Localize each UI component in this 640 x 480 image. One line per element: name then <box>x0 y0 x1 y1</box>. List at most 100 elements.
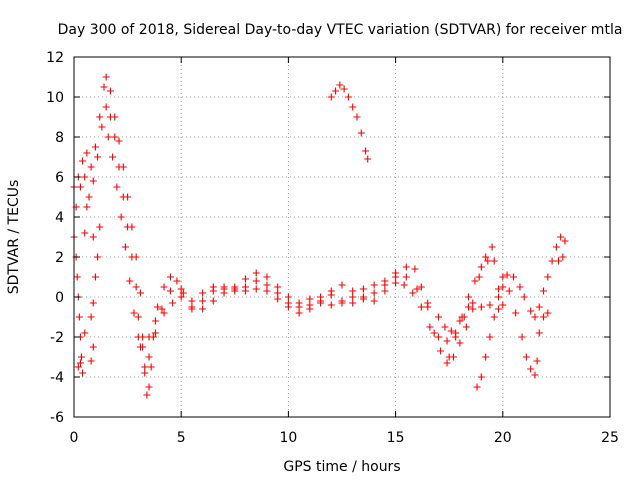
data-point <box>199 289 207 297</box>
data-point <box>177 293 185 301</box>
data-point <box>409 289 417 297</box>
series-track-1 <box>70 73 496 399</box>
data-point <box>94 153 102 161</box>
data-point <box>488 243 496 251</box>
data-point <box>411 265 419 273</box>
data-point <box>109 153 117 161</box>
data-point <box>477 373 485 381</box>
data-point <box>402 263 410 271</box>
series-track-2 <box>72 103 507 371</box>
data-point <box>242 287 250 295</box>
data-point <box>518 333 526 341</box>
data-point <box>548 257 556 265</box>
series-track-3 <box>104 133 472 351</box>
data-point <box>443 359 451 367</box>
data-point <box>349 293 357 301</box>
data-point <box>482 353 490 361</box>
data-point <box>510 273 518 281</box>
data-point <box>503 271 511 279</box>
data-point <box>340 85 348 93</box>
data-point <box>327 291 335 299</box>
y-tick-label: -6 <box>50 410 64 426</box>
data-point <box>160 309 168 317</box>
data-point <box>94 253 102 261</box>
data-point <box>490 257 498 265</box>
data-point <box>417 283 425 291</box>
data-point <box>117 213 125 221</box>
data-point <box>490 313 498 321</box>
data-point <box>252 285 260 293</box>
y-tick-label: 0 <box>55 290 64 306</box>
data-point <box>499 273 507 281</box>
data-point <box>527 307 535 315</box>
data-point <box>359 295 367 303</box>
data-point <box>81 329 89 337</box>
series-track-4 <box>445 257 498 361</box>
x-tick-label: 5 <box>177 430 186 446</box>
data-point <box>531 313 539 321</box>
data-point <box>115 163 123 171</box>
y-tick-label: -4 <box>50 370 64 386</box>
data-point <box>87 357 95 365</box>
data-point <box>166 287 174 295</box>
data-point <box>559 253 567 261</box>
data-point <box>495 305 503 313</box>
data-point <box>274 289 282 297</box>
data-point <box>166 273 174 281</box>
data-point <box>317 299 325 307</box>
data-point <box>540 287 548 295</box>
data-point <box>119 193 127 201</box>
data-point <box>499 301 507 309</box>
data-point <box>284 293 292 301</box>
y-axis-label: SDTVAR / TECUs <box>6 180 22 295</box>
data-point <box>520 293 528 301</box>
data-point <box>531 371 539 379</box>
data-point <box>104 133 112 141</box>
data-point <box>115 137 123 145</box>
data-point <box>295 309 303 317</box>
data-point <box>128 253 136 261</box>
series-track-5 <box>495 233 569 321</box>
x-tick-label: 25 <box>601 430 619 446</box>
data-point <box>527 365 535 373</box>
data-point <box>477 303 485 311</box>
data-point <box>252 277 260 285</box>
data-point <box>424 299 432 307</box>
data-point <box>179 289 187 297</box>
data-point <box>177 285 185 293</box>
data-point <box>475 273 483 281</box>
y-tick-label: 2 <box>55 250 64 266</box>
x-tick-label: 20 <box>494 430 512 446</box>
data-point <box>370 297 378 305</box>
data-point <box>136 289 144 297</box>
data-point <box>402 273 410 281</box>
data-point <box>381 287 389 295</box>
data-point <box>434 313 442 321</box>
data-point <box>158 305 166 313</box>
data-point <box>96 223 104 231</box>
data-point <box>413 285 421 293</box>
data-point <box>522 353 530 361</box>
y-tick-label: 8 <box>55 130 64 146</box>
data-point <box>96 113 104 121</box>
data-point <box>486 333 494 341</box>
data-point <box>364 155 372 163</box>
chart-title: Day 300 of 2018, Sidereal Day-to-day VTE… <box>58 22 623 38</box>
data-point <box>132 283 140 291</box>
data-point <box>557 233 565 241</box>
data-point <box>143 391 151 399</box>
data-point <box>263 281 271 289</box>
data-point <box>263 273 271 281</box>
data-point <box>445 353 453 361</box>
data-point <box>484 257 492 265</box>
data-point <box>535 329 543 337</box>
data-point <box>89 233 97 241</box>
data-point <box>362 147 370 155</box>
data-point <box>535 303 543 311</box>
data-point <box>469 305 477 313</box>
data-point <box>252 269 260 277</box>
data-point <box>327 93 335 101</box>
data-point <box>89 299 97 307</box>
data-point <box>141 363 149 371</box>
y-tick-label: -2 <box>50 330 64 346</box>
